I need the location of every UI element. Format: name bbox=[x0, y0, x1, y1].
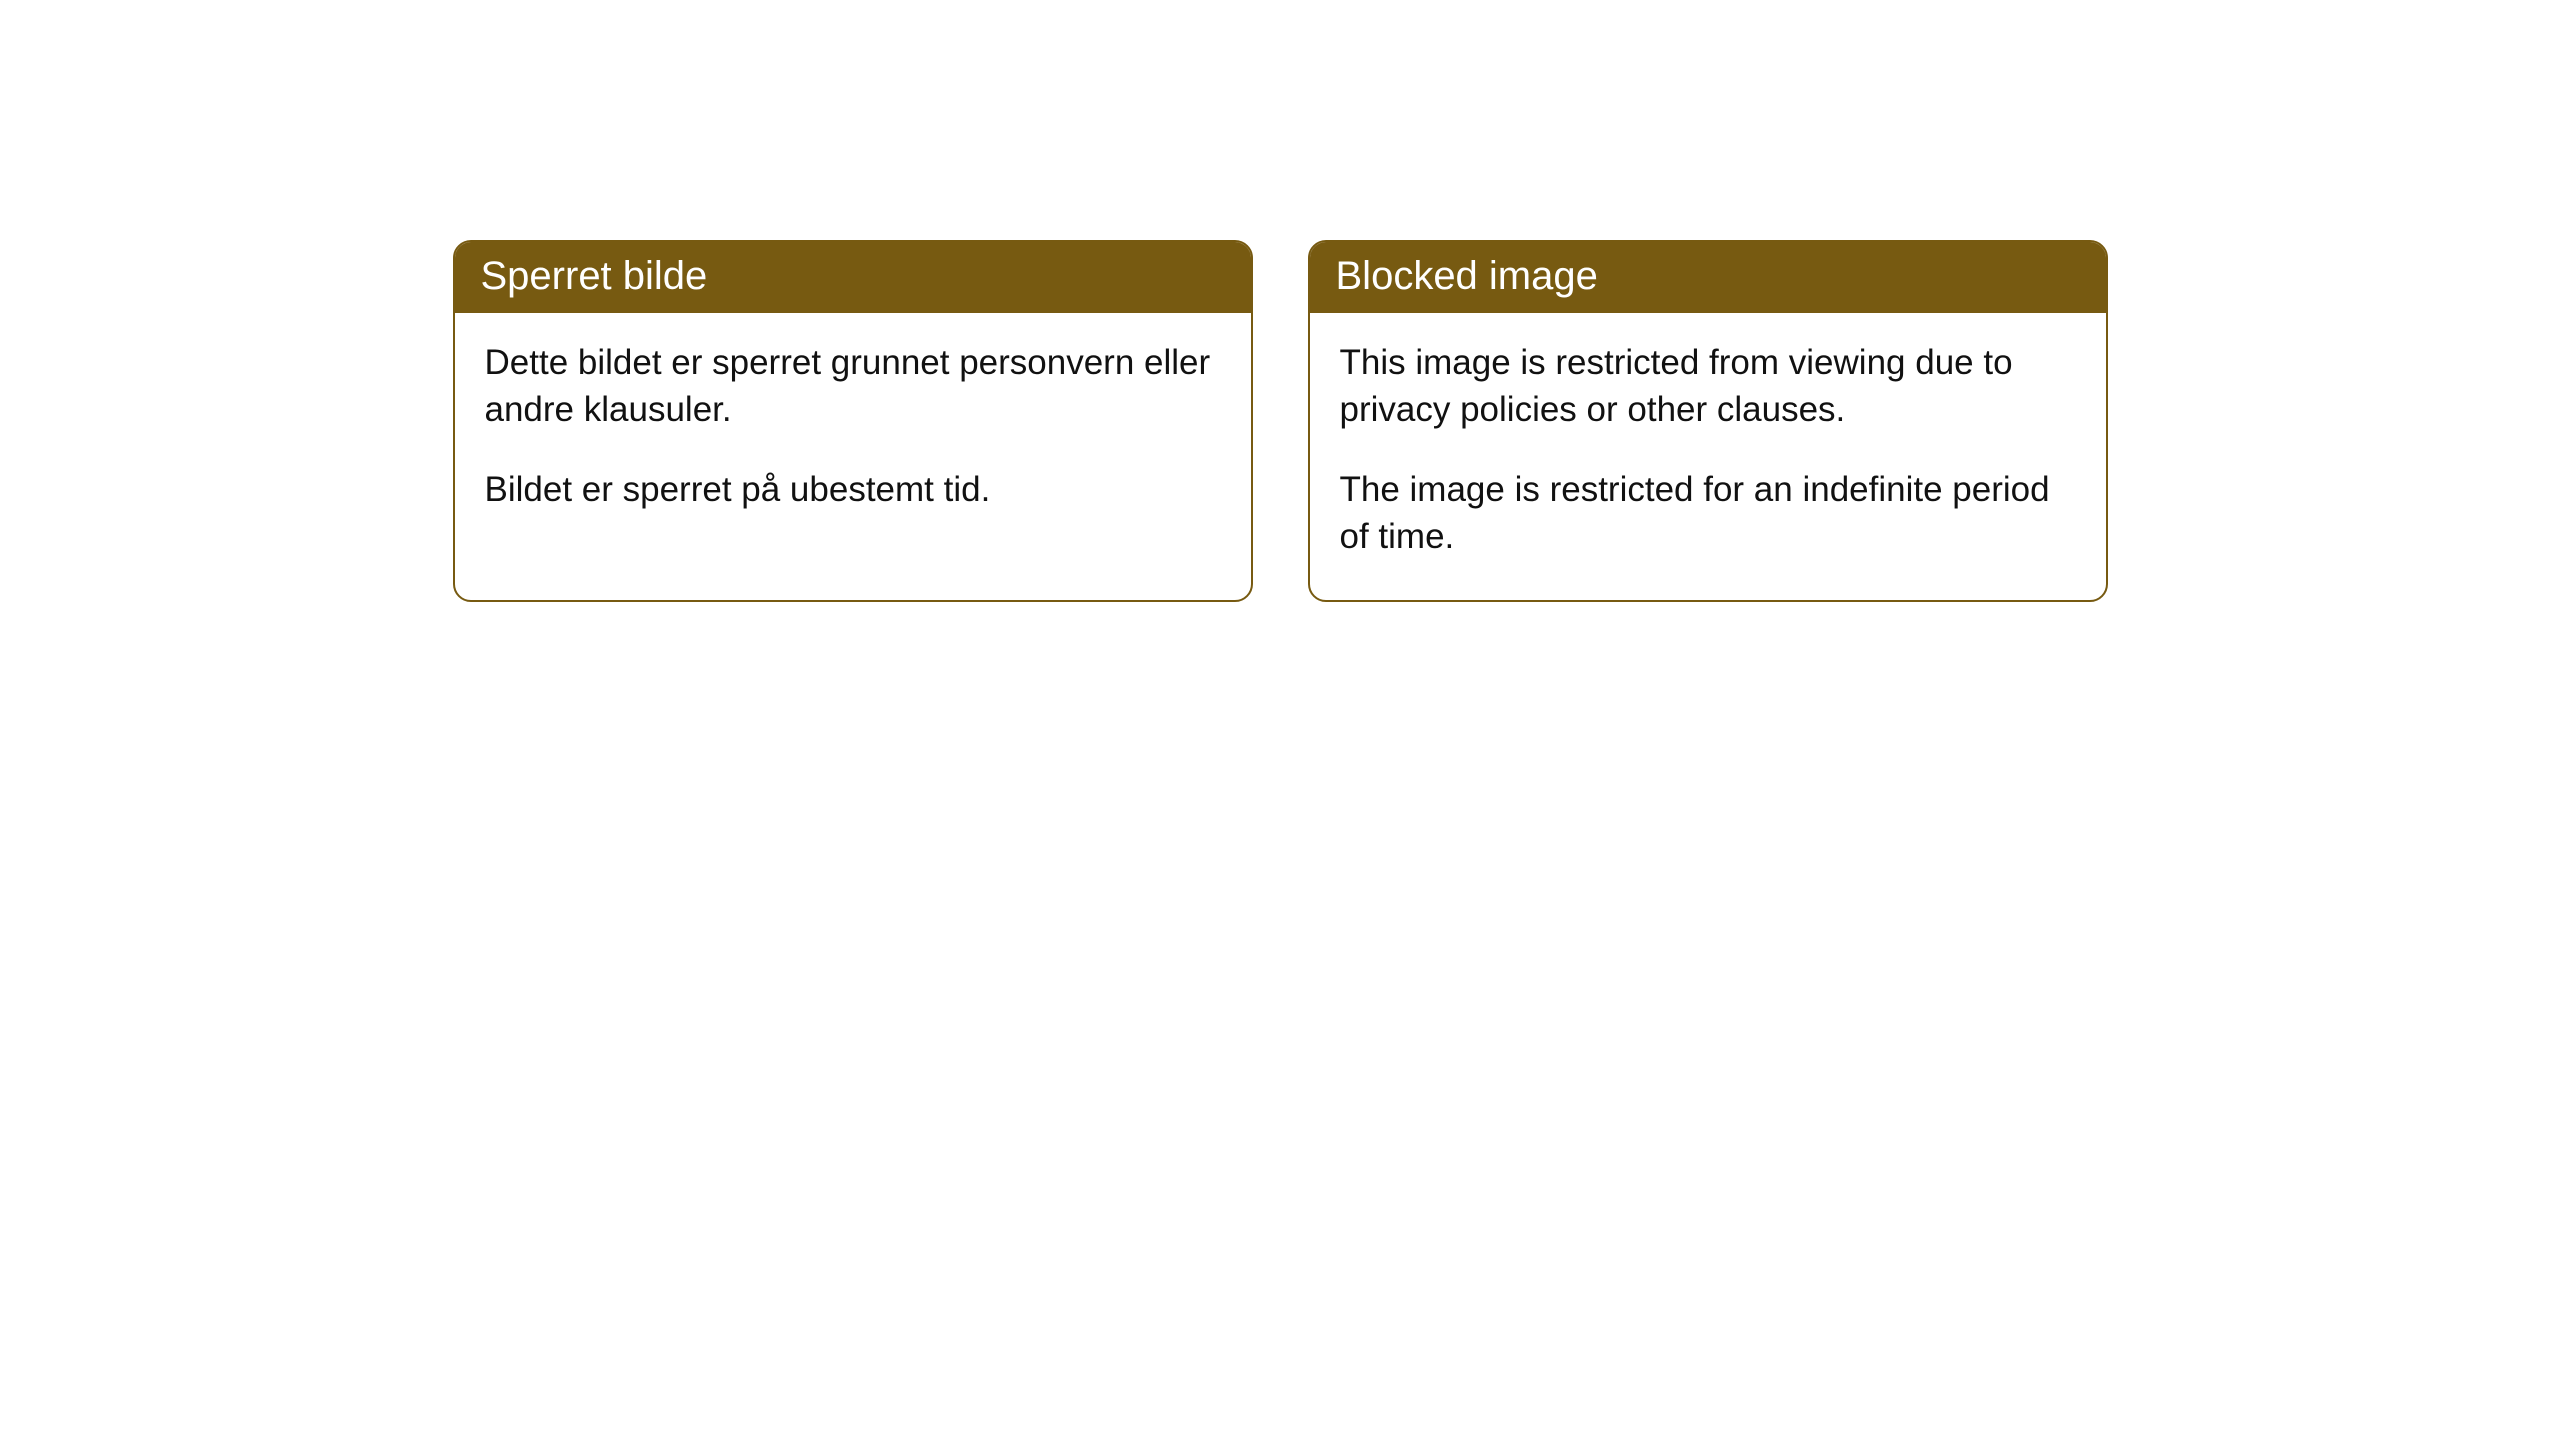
notice-card-english: Blocked image This image is restricted f… bbox=[1308, 240, 2108, 602]
card-paragraph: This image is restricted from viewing du… bbox=[1340, 339, 2076, 434]
card-title: Blocked image bbox=[1336, 254, 1598, 298]
card-paragraph: Dette bildet er sperret grunnet personve… bbox=[485, 339, 1221, 434]
card-header: Sperret bilde bbox=[455, 242, 1251, 313]
card-paragraph: The image is restricted for an indefinit… bbox=[1340, 466, 2076, 561]
card-header: Blocked image bbox=[1310, 242, 2106, 313]
card-body: This image is restricted from viewing du… bbox=[1310, 313, 2106, 600]
card-body: Dette bildet er sperret grunnet personve… bbox=[455, 313, 1251, 553]
card-title: Sperret bilde bbox=[481, 254, 708, 298]
notice-cards-container: Sperret bilde Dette bildet er sperret gr… bbox=[0, 240, 2560, 602]
notice-card-norwegian: Sperret bilde Dette bildet er sperret gr… bbox=[453, 240, 1253, 602]
card-paragraph: Bildet er sperret på ubestemt tid. bbox=[485, 466, 1221, 513]
